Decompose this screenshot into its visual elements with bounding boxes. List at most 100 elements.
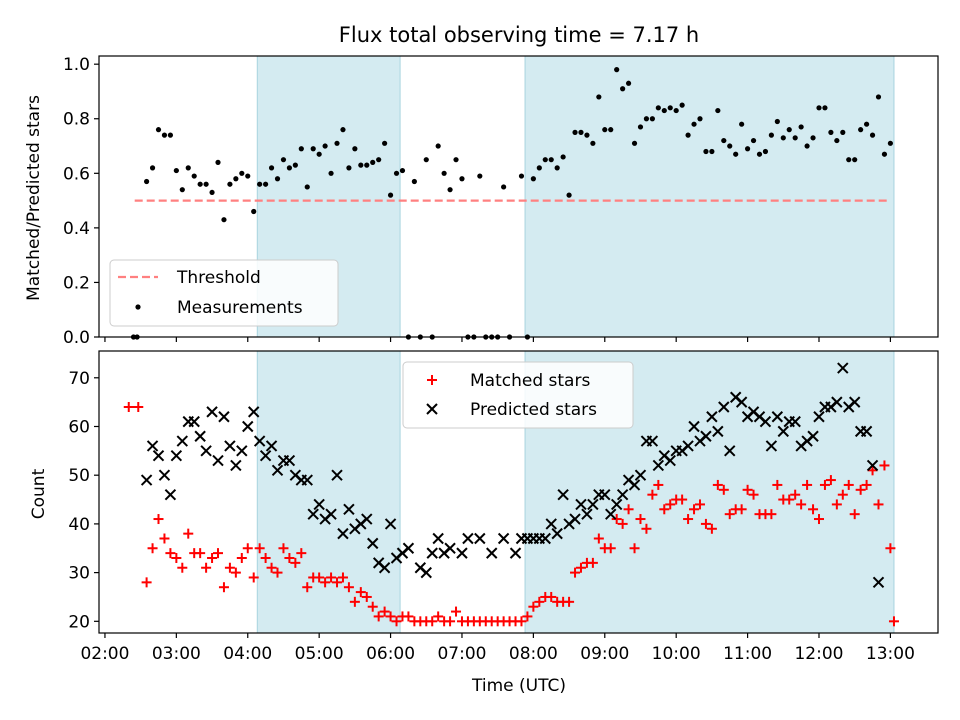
predicted-stars-point: [575, 498, 587, 511]
matched-stars-point: [314, 572, 325, 583]
measurement-point: [614, 67, 620, 73]
x-mark-b: [372, 557, 385, 569]
x-mark-b: [497, 532, 510, 545]
measurement-point: [399, 167, 406, 174]
measurement-point: [501, 184, 507, 190]
x-mark-b: [682, 440, 694, 452]
y-tick-label: 0.0: [63, 328, 90, 348]
x-mark-b: [402, 542, 415, 554]
x-mark-b: [170, 450, 183, 462]
measurement-point: [733, 151, 739, 157]
measurement-point: [149, 165, 156, 171]
x-mark-b: [872, 576, 885, 589]
measurement-point: [643, 116, 650, 122]
measurement-point: [459, 176, 465, 182]
predicted-stars-point: [271, 464, 284, 477]
matched-stars-point: [888, 616, 899, 627]
measurement-point: [852, 157, 858, 163]
predicted-stars-point: [432, 532, 444, 545]
predicted-stars-point: [253, 435, 266, 447]
predicted-stars-point: [194, 430, 206, 442]
measurement-point: [572, 129, 578, 135]
y-tick-label: 60: [68, 417, 90, 437]
matched-stars-point: [451, 606, 462, 617]
x-mark-b: [188, 415, 200, 428]
predicted-stars-point: [807, 430, 819, 442]
legend: Matched stars Predicted stars: [402, 361, 634, 429]
matched-stars-point: [587, 557, 598, 568]
matched-stars-point: [694, 499, 705, 510]
measurement-point: [155, 127, 162, 133]
x-mark-b: [616, 488, 629, 501]
matched-stars-point: [153, 514, 164, 525]
measurement-point: [596, 94, 602, 100]
predicted-stars-point: [402, 542, 415, 554]
measurement-point: [179, 187, 185, 193]
matched-stars-point: [445, 616, 456, 627]
measurement-point: [245, 173, 251, 179]
matched-stars-point: [260, 552, 271, 563]
measurement-point: [673, 107, 679, 114]
x-tick-label: 07:00: [437, 644, 486, 664]
predicted-stars-point: [860, 425, 873, 438]
matched-stars-point: [147, 543, 158, 554]
measurement-point: [875, 94, 882, 100]
x-mark-b: [610, 498, 623, 511]
measurement-point: [869, 132, 876, 138]
measurement-point: [144, 178, 150, 185]
x-mark-b: [164, 488, 177, 501]
x-tick-label: 12:00: [794, 644, 843, 664]
predicted-stars-point: [152, 450, 165, 462]
measurement-point: [578, 129, 584, 135]
legend-label: Threshold: [176, 268, 261, 288]
matched-stars-point: [689, 504, 700, 515]
matched-stars-point: [361, 591, 372, 602]
measurement-point: [435, 143, 441, 149]
x-mark-b: [236, 445, 248, 457]
x-mark-b: [206, 406, 218, 418]
predicted-stars-point: [301, 474, 313, 486]
measurement-point: [364, 162, 370, 168]
predicted-stars-point: [652, 459, 665, 472]
x-mark-b: [735, 396, 748, 408]
matched-stars-point: [165, 548, 176, 559]
matched-stars-point: [242, 543, 253, 554]
measurement-point: [608, 127, 614, 133]
matched-stars-point: [641, 523, 652, 534]
x-mark-b: [367, 537, 379, 550]
matched-stars-point: [337, 572, 348, 583]
x-mark-b: [688, 420, 700, 433]
predicted-stars-point: [539, 532, 551, 545]
legend-box: [109, 259, 339, 327]
x-mark-b: [628, 479, 641, 491]
x-mark-b: [432, 532, 444, 545]
matched-stars-point: [201, 562, 212, 573]
matched-stars-point: [367, 601, 378, 612]
axes-frame: [98, 55, 939, 338]
predicted-stars-point: [616, 488, 629, 501]
x-mark-b: [474, 532, 486, 545]
measurement-point: [756, 151, 763, 157]
x-mark-b: [539, 532, 551, 545]
matched-stars-point: [629, 543, 640, 554]
predicted-stars-point: [599, 488, 611, 501]
measurement-point: [304, 184, 310, 190]
measurement-point: [274, 176, 281, 182]
x-mark-b: [658, 450, 670, 462]
legend-predicted-swatch: [426, 403, 438, 415]
matched-stars-point: [213, 548, 224, 559]
x-mark-b: [158, 469, 171, 481]
predicted-stars-point: [735, 396, 748, 408]
x-mark-b: [259, 450, 272, 462]
measurement-point: [691, 121, 697, 127]
measurement-point: [840, 129, 846, 135]
predicted-stars-point: [456, 547, 468, 559]
x-mark-b: [557, 488, 569, 501]
predicted-stars-point: [712, 425, 724, 438]
measurement-point: [881, 151, 888, 157]
y-tick-label: 40: [68, 515, 90, 535]
x-mark-b: [337, 527, 349, 540]
measurement-point: [203, 181, 209, 187]
x-mark-b: [747, 406, 760, 418]
